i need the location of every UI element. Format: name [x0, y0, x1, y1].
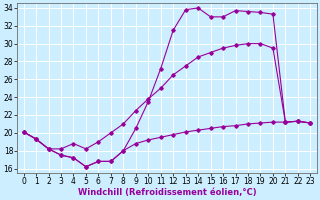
X-axis label: Windchill (Refroidissement éolien,°C): Windchill (Refroidissement éolien,°C)	[78, 188, 256, 197]
